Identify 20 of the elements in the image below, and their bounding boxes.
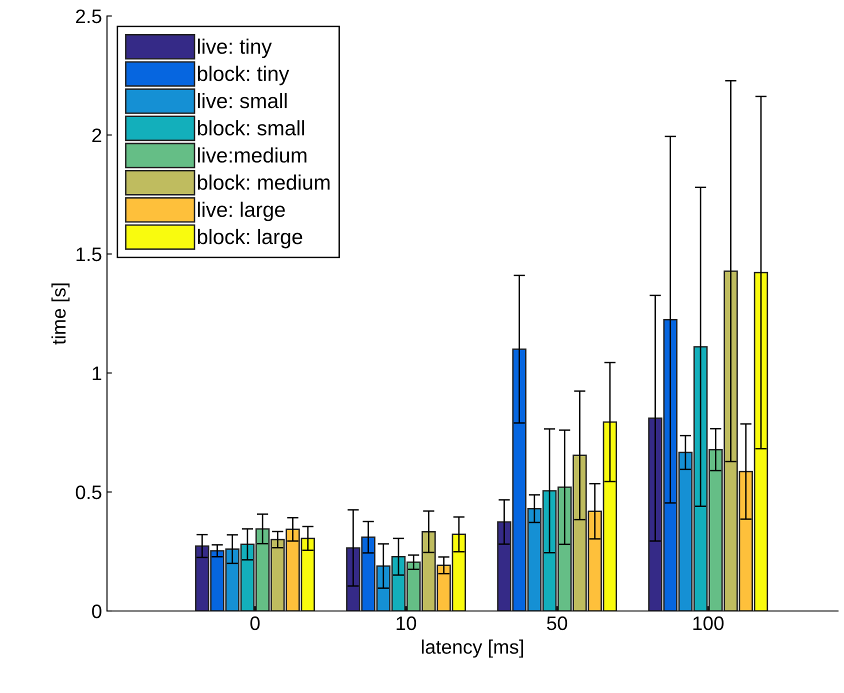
y-tick-label: 2 [92,128,102,142]
legend-label: block: medium [198,174,330,190]
x-tick-label: 100 [693,616,724,630]
y-tick-label: 2.5 [76,9,102,24]
x-tick-label: 50 [547,616,568,630]
x-tick-label: 10 [396,616,416,630]
legend-label: block: large [198,228,302,248]
y-tick-label: 0 [92,604,102,618]
y-tick-label: 1 [92,366,102,380]
legend-label: live: small [198,92,287,108]
legend-label: live:medium [198,147,306,163]
legend-label: live: large [198,202,285,222]
y-tick-label: 0.5 [76,485,102,500]
x-axis-title: latency [ms] [422,640,523,658]
legend-label: block: tiny [198,66,290,86]
legend-label: live: tiny [198,38,272,58]
legend-label: block: small [198,120,304,136]
y-axis-title: time [s] [51,284,70,345]
x-tick-label: 0 [250,616,260,630]
y-tick-label: 1.5 [76,248,102,262]
